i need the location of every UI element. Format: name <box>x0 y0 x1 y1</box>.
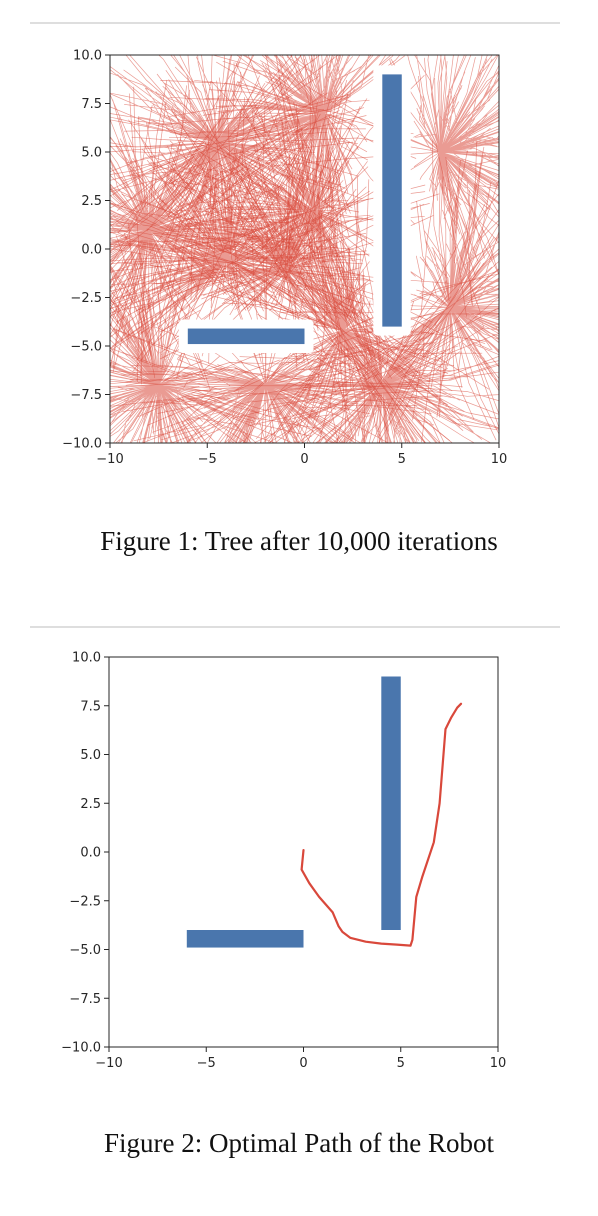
tree-chart: −10 −5 0 5 10 10.0 7.5 5.0 2.5 0.0 −2.5 −5.0 −7.5 −10… <box>62 49 508 468</box>
path-line <box>300 702 463 947</box>
y-tick-label: 2.5 <box>80 797 101 812</box>
y-tick-label: 0.0 <box>80 846 101 861</box>
tree-branch-cluster <box>155 55 417 286</box>
x-tick-label: 0 <box>299 1056 307 1071</box>
y-tick-label: 2.5 <box>81 194 102 209</box>
obstacle-1 <box>186 930 304 948</box>
y-tick-label: −7.5 <box>69 992 101 1007</box>
x-tick-label: 5 <box>398 452 406 467</box>
optimal-path-chart: −10 −5 0 5 10 10.0 7.5 5.0 2.5 0.0 −2.5 −5.0 −7.5 −10… <box>61 651 507 1072</box>
figure-1-caption: Figure 1: Tree after 10,000 iterations <box>100 526 498 556</box>
obstacle-1 <box>187 328 305 345</box>
y-tick-label: 0.0 <box>81 243 102 258</box>
tree-branch-cluster <box>218 224 499 443</box>
y-tick-label: −2.5 <box>70 291 102 306</box>
y-tick-label: 10.0 <box>72 651 101 666</box>
y-tick-label: −5.0 <box>69 943 101 958</box>
top-divider <box>30 22 560 24</box>
figure-2-caption: Figure 2: Optimal Path of the Robot <box>104 1128 494 1158</box>
tree-branch-cluster <box>267 55 499 318</box>
middle-divider <box>30 626 560 628</box>
y-tick-label: 7.5 <box>80 699 101 714</box>
x-tick-label: 0 <box>300 452 308 467</box>
y-tick-label: −10.0 <box>62 437 102 452</box>
tree-branch-cluster <box>110 216 323 443</box>
y-tick-label: −2.5 <box>69 894 101 909</box>
y-tick-label: 5.0 <box>81 146 102 161</box>
y-tick-label: −10.0 <box>61 1041 101 1056</box>
obstacle-2 <box>381 676 401 930</box>
y-tick-label: 7.5 <box>81 97 102 112</box>
x-tick-label: 10 <box>490 1056 507 1071</box>
x-tick-label: −5 <box>197 1056 216 1071</box>
plot-frame <box>109 54 500 444</box>
x-tick-label: −10 <box>95 1056 122 1071</box>
x-tick-label: −5 <box>198 452 217 467</box>
x-tick-label: 5 <box>397 1056 405 1071</box>
plot-frame <box>108 656 499 1048</box>
y-tick-label: 5.0 <box>80 748 101 763</box>
y-tick-label: −7.5 <box>70 388 102 403</box>
y-tick-label: −5.0 <box>70 340 102 355</box>
x-tick-label: 10 <box>491 452 508 467</box>
tree-edges <box>110 55 499 443</box>
x-tick-label: −10 <box>96 452 123 467</box>
obstacle-2 <box>382 74 402 327</box>
y-tick-label: 10.0 <box>73 49 102 64</box>
